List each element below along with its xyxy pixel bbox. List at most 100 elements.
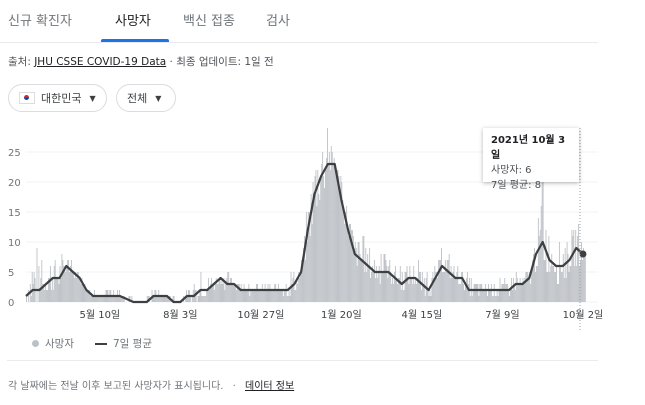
daily-bar bbox=[250, 290, 252, 302]
daily-bar bbox=[295, 290, 297, 302]
tab-vaccinations[interactable]: 백신 접종 bbox=[183, 14, 235, 29]
daily-bar bbox=[234, 284, 235, 302]
daily-bar bbox=[31, 272, 33, 302]
daily-bar bbox=[441, 248, 442, 302]
y-tick-label: 20 bbox=[8, 178, 21, 189]
daily-bar bbox=[48, 278, 49, 302]
daily-bar bbox=[289, 296, 291, 302]
daily-bar bbox=[104, 296, 106, 302]
daily-bar bbox=[224, 290, 226, 302]
daily-bar bbox=[417, 278, 418, 302]
range-dropdown[interactable]: 전체 ▼ bbox=[116, 84, 176, 112]
daily-bar bbox=[477, 284, 479, 302]
daily-bar bbox=[524, 278, 526, 302]
daily-bar bbox=[353, 248, 355, 302]
daily-bar bbox=[434, 266, 436, 302]
y-tick-label: 15 bbox=[8, 208, 21, 219]
daily-bar bbox=[577, 236, 579, 302]
range-label: 전체 bbox=[127, 92, 148, 105]
daily-bar bbox=[276, 290, 278, 302]
daily-bar bbox=[43, 284, 45, 302]
tab-tests[interactable]: 검사 bbox=[266, 14, 290, 29]
daily-bar bbox=[442, 272, 444, 302]
tab-deaths[interactable]: 사망자 bbox=[115, 14, 151, 29]
daily-bar bbox=[63, 266, 65, 302]
daily-bar bbox=[57, 278, 59, 302]
daily-bar bbox=[556, 266, 557, 302]
daily-bar bbox=[108, 296, 110, 302]
daily-bar bbox=[73, 278, 75, 302]
daily-bar bbox=[446, 260, 448, 302]
daily-bar bbox=[244, 290, 246, 302]
daily-bar bbox=[299, 278, 301, 302]
daily-bar bbox=[414, 284, 416, 302]
daily-bar bbox=[373, 260, 375, 302]
daily-bar bbox=[425, 278, 427, 302]
daily-bar bbox=[356, 266, 358, 302]
daily-bar bbox=[396, 284, 398, 302]
daily-bar bbox=[408, 284, 410, 302]
daily-bar bbox=[285, 284, 287, 302]
daily-bar bbox=[392, 278, 394, 302]
daily-bar bbox=[83, 284, 85, 302]
daily-bar bbox=[352, 236, 354, 302]
daily-bar bbox=[533, 254, 534, 302]
daily-bar bbox=[222, 284, 224, 302]
daily-bar bbox=[569, 266, 571, 302]
caret-down-icon: ▼ bbox=[155, 93, 162, 103]
daily-bar bbox=[333, 158, 335, 302]
daily-bar bbox=[431, 278, 433, 302]
daily-bar bbox=[439, 260, 441, 302]
daily-bar bbox=[185, 296, 187, 302]
daily-bar bbox=[103, 296, 105, 302]
daily-bar bbox=[357, 242, 359, 302]
daily-bar bbox=[88, 290, 90, 302]
daily-bar bbox=[286, 296, 288, 302]
daily-bar bbox=[129, 296, 131, 302]
x-tick-label: 7월 9일 bbox=[485, 309, 519, 321]
daily-bar bbox=[565, 278, 567, 302]
daily-bar bbox=[573, 230, 575, 302]
daily-bar bbox=[393, 284, 395, 302]
daily-bar bbox=[540, 206, 542, 302]
deaths-chart[interactable]: 0 5 10 15 20 25 5월 10일 8월 3일 10월 27일 1월 20일 4월 15일… bbox=[0, 120, 645, 330]
daily-bar bbox=[420, 290, 422, 302]
daily-bar bbox=[381, 272, 383, 302]
data-info-link[interactable]: 데이터 정보 bbox=[245, 381, 295, 392]
daily-bar bbox=[529, 272, 531, 302]
daily-bar bbox=[273, 290, 275, 302]
daily-bar bbox=[238, 284, 240, 302]
daily-bar bbox=[252, 290, 254, 302]
daily-bar bbox=[481, 284, 483, 302]
daily-bar bbox=[419, 272, 421, 302]
country-dropdown[interactable]: 대한민국 ▼ bbox=[8, 84, 107, 112]
daily-bar bbox=[457, 266, 459, 302]
daily-bar bbox=[112, 296, 114, 302]
daily-bar bbox=[156, 296, 158, 302]
daily-bar bbox=[559, 266, 561, 302]
daily-bar bbox=[319, 200, 321, 302]
daily-bar bbox=[354, 242, 356, 302]
daily-bar bbox=[558, 242, 560, 302]
daily-bar bbox=[99, 296, 101, 302]
daily-bar bbox=[131, 296, 133, 302]
y-tick-label: 25 bbox=[8, 148, 21, 159]
daily-bar bbox=[278, 284, 280, 302]
daily-bar bbox=[483, 290, 485, 302]
daily-bar bbox=[518, 284, 520, 302]
daily-bar bbox=[469, 296, 471, 302]
daily-bar bbox=[335, 176, 337, 302]
line-swatch-icon bbox=[95, 342, 107, 345]
daily-bar bbox=[211, 278, 212, 302]
tab-new-cases[interactable]: 신규 확진자 bbox=[8, 14, 72, 29]
daily-bar bbox=[525, 272, 527, 302]
x-tick-label: 10월 2일 bbox=[563, 309, 604, 321]
chart-tooltip: 2021년 10월 3일 사망자: 6 7일 평균: 8 bbox=[483, 128, 579, 191]
source-line: 출처: JHU CSSE COVID-19 Data · 최종 업데이트: 1일… bbox=[8, 54, 274, 69]
daily-bar bbox=[375, 266, 377, 302]
daily-bar bbox=[248, 284, 250, 302]
daily-bar bbox=[230, 278, 232, 302]
daily-bar bbox=[467, 284, 469, 302]
daily-bar bbox=[539, 230, 541, 302]
source-link[interactable]: JHU CSSE COVID-19 Data bbox=[34, 56, 167, 68]
